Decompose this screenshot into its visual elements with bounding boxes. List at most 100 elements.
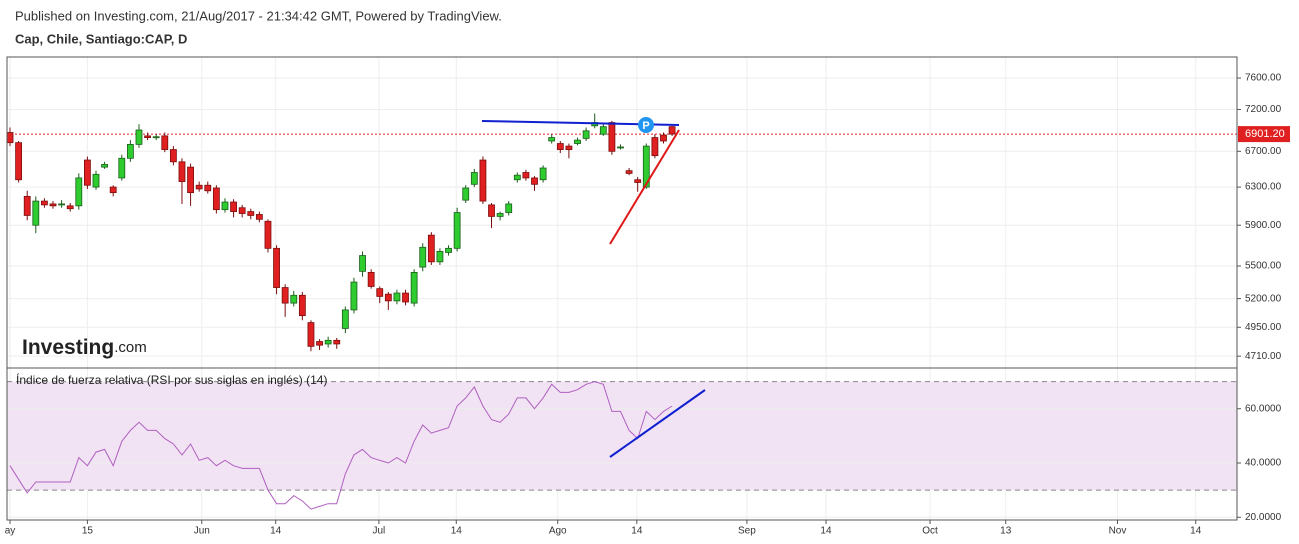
- candle-body: [126, 143, 134, 159]
- grid-layer: [7, 57, 1237, 520]
- x-tick-label: 14: [820, 526, 832, 537]
- candle-body: [350, 281, 358, 311]
- candle-body: [221, 201, 229, 211]
- y-tick-label: 40.0000: [1245, 458, 1282, 469]
- candle-body: [625, 170, 633, 174]
- candle-body: [333, 339, 341, 345]
- candle-body: [660, 134, 667, 142]
- watermark-suffix: .com: [114, 339, 147, 356]
- candle-body: [307, 322, 315, 347]
- candle-body: [135, 129, 143, 145]
- candle-body: [290, 294, 298, 304]
- candle-body: [298, 294, 306, 317]
- candle-body: [187, 166, 194, 194]
- candle-body: [505, 203, 513, 213]
- candle-body: [642, 145, 650, 188]
- last-price-label: 6901.20: [1245, 128, 1285, 140]
- x-tick-label: Nov: [1109, 526, 1127, 537]
- candle-body: [32, 200, 40, 226]
- x-tick-label: 13: [1000, 526, 1012, 537]
- candle-body: [75, 177, 83, 207]
- candle-body: [574, 139, 581, 144]
- candle-body: [58, 203, 65, 206]
- y-tick-label: 5900.00: [1245, 220, 1282, 231]
- candle-body: [384, 293, 392, 302]
- candle-body: [410, 271, 418, 304]
- candle-body: [402, 292, 409, 303]
- candle-body: [169, 149, 177, 163]
- rsi-layer: [7, 381, 1237, 510]
- candle-body: [152, 136, 160, 139]
- candle-body: [264, 220, 272, 249]
- candle-body: [539, 167, 547, 181]
- candle-body: [367, 271, 375, 287]
- candle-body: [479, 159, 487, 202]
- candle-body: [513, 174, 521, 181]
- candle-body: [161, 135, 169, 150]
- candle-body: [281, 287, 289, 304]
- last-price-box: [1238, 126, 1290, 143]
- x-tick-label: Ago: [549, 526, 567, 537]
- candle-body: [488, 204, 495, 217]
- x-tick-label: ay: [5, 526, 16, 537]
- candle-body: [178, 161, 186, 182]
- candle-body: [470, 172, 478, 185]
- candle-body: [548, 137, 556, 142]
- candle-body: [393, 292, 401, 302]
- candle-body: [522, 172, 530, 179]
- rsi-title: Índice de fuerza relativa (RSI por sus s…: [16, 372, 327, 387]
- candle-body: [324, 339, 332, 345]
- y-tick-label: 60.0000: [1245, 403, 1282, 414]
- candle-body: [101, 164, 108, 168]
- candle-body: [341, 309, 349, 329]
- candle-body: [23, 195, 31, 216]
- x-tick-label: 14: [270, 526, 282, 537]
- event-marker-label[interactable]: P: [642, 120, 649, 132]
- published-note: Published on Investing.com, 21/Aug/2017 …: [15, 8, 502, 23]
- candle-body: [118, 157, 126, 179]
- watermark-main: Investing: [22, 336, 114, 359]
- candle-body: [255, 214, 263, 220]
- candle-body: [247, 211, 255, 216]
- y-tick-label: 7200.00: [1245, 104, 1282, 115]
- candle-body: [273, 247, 280, 288]
- chart-title: Cap, Chile, Santiago:CAP, D: [15, 31, 187, 46]
- candle-body: [462, 187, 470, 201]
- y-tick-label: 6700.00: [1245, 146, 1282, 157]
- candle-body: [608, 122, 616, 152]
- candle-body: [582, 130, 590, 139]
- candle-body: [15, 142, 23, 181]
- candle-body: [66, 205, 74, 210]
- candle-body: [599, 126, 607, 135]
- candle-body: [144, 135, 151, 138]
- event-marker[interactable]: [638, 117, 654, 133]
- watermark: Investing.com: [22, 336, 147, 359]
- y-tick-label: 5500.00: [1245, 261, 1282, 272]
- y-tick-label: 6300.00: [1245, 182, 1282, 193]
- y-tick-label: 7600.00: [1245, 73, 1282, 84]
- x-tick-label: Sep: [738, 526, 756, 537]
- x-tick-label: Jun: [194, 526, 210, 537]
- candle-body: [651, 137, 659, 157]
- x-tick-label: 14: [631, 526, 643, 537]
- candle-body: [565, 145, 573, 150]
- candle-body: [212, 187, 220, 211]
- candle-body: [49, 203, 57, 207]
- candle-body: [634, 179, 642, 183]
- candle-body: [238, 207, 246, 214]
- y-tick-label: 4950.00: [1245, 322, 1282, 333]
- candle-body: [436, 251, 444, 263]
- y-tick-label: 5200.00: [1245, 293, 1282, 304]
- candle-body: [359, 255, 366, 272]
- candle-body: [376, 288, 384, 297]
- rsi-line: [9, 381, 673, 510]
- frame: [6, 56, 1238, 521]
- candle-body: [195, 184, 203, 190]
- candle-body: [419, 246, 427, 268]
- rsi-band: [7, 381, 1237, 491]
- trend-line: [609, 389, 706, 458]
- price-layer: [6, 113, 676, 352]
- candle-body: [531, 177, 538, 185]
- candle-body: [92, 173, 100, 188]
